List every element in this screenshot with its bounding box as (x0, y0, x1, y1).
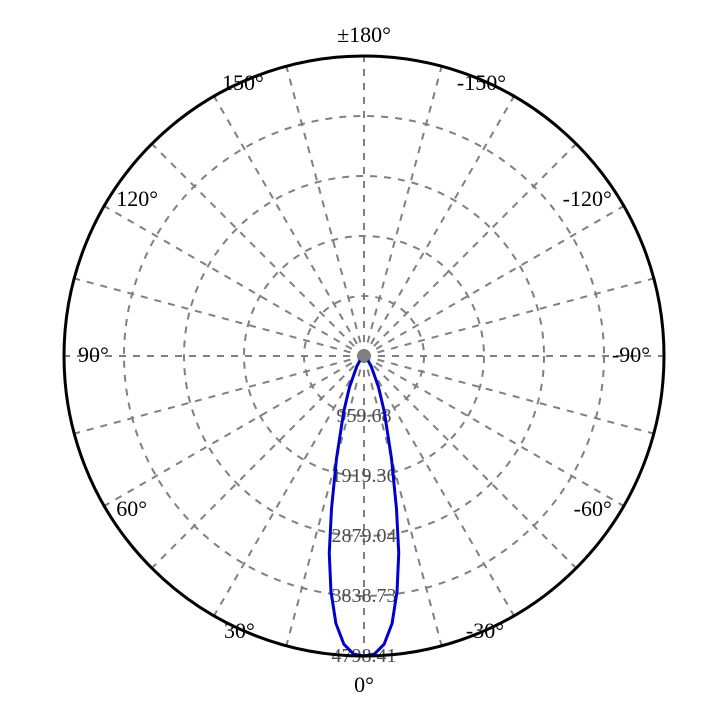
grid-spoke (364, 356, 624, 506)
radial-label: 3838.73 (332, 585, 397, 607)
angle-label: 120° (116, 186, 158, 211)
radial-label: 2879.04 (332, 525, 397, 547)
angle-label: -150° (457, 70, 506, 95)
grid-spoke (364, 66, 442, 356)
radial-label: 1919.36 (332, 465, 397, 487)
grid-spoke (104, 206, 364, 356)
angle-label: ±180° (337, 22, 391, 47)
angle-label: 60° (116, 496, 147, 521)
grid-spoke (74, 356, 364, 434)
angle-label: 90° (78, 342, 109, 367)
angle-label: -60° (574, 496, 612, 521)
grid-spoke (74, 278, 364, 356)
grid-spoke (364, 278, 654, 356)
angle-label: 150° (222, 70, 264, 95)
grid-spoke (152, 144, 364, 356)
grid-spoke (286, 66, 364, 356)
angle-label: -90° (612, 342, 650, 367)
angle-label: -30° (466, 618, 504, 643)
angle-label: -120° (563, 186, 612, 211)
grid-spoke (104, 356, 364, 506)
polar-chart: 959.681919.362879.043838.734798.41 0°30°… (0, 0, 728, 713)
center-dot (358, 350, 370, 362)
grid-spoke (364, 356, 654, 434)
angle-label: 30° (224, 618, 255, 643)
grid-spoke (364, 144, 576, 356)
grid-spoke (364, 96, 514, 356)
grid-spoke (364, 206, 624, 356)
angle-label: 0° (354, 672, 374, 697)
grid-spoke (214, 96, 364, 356)
